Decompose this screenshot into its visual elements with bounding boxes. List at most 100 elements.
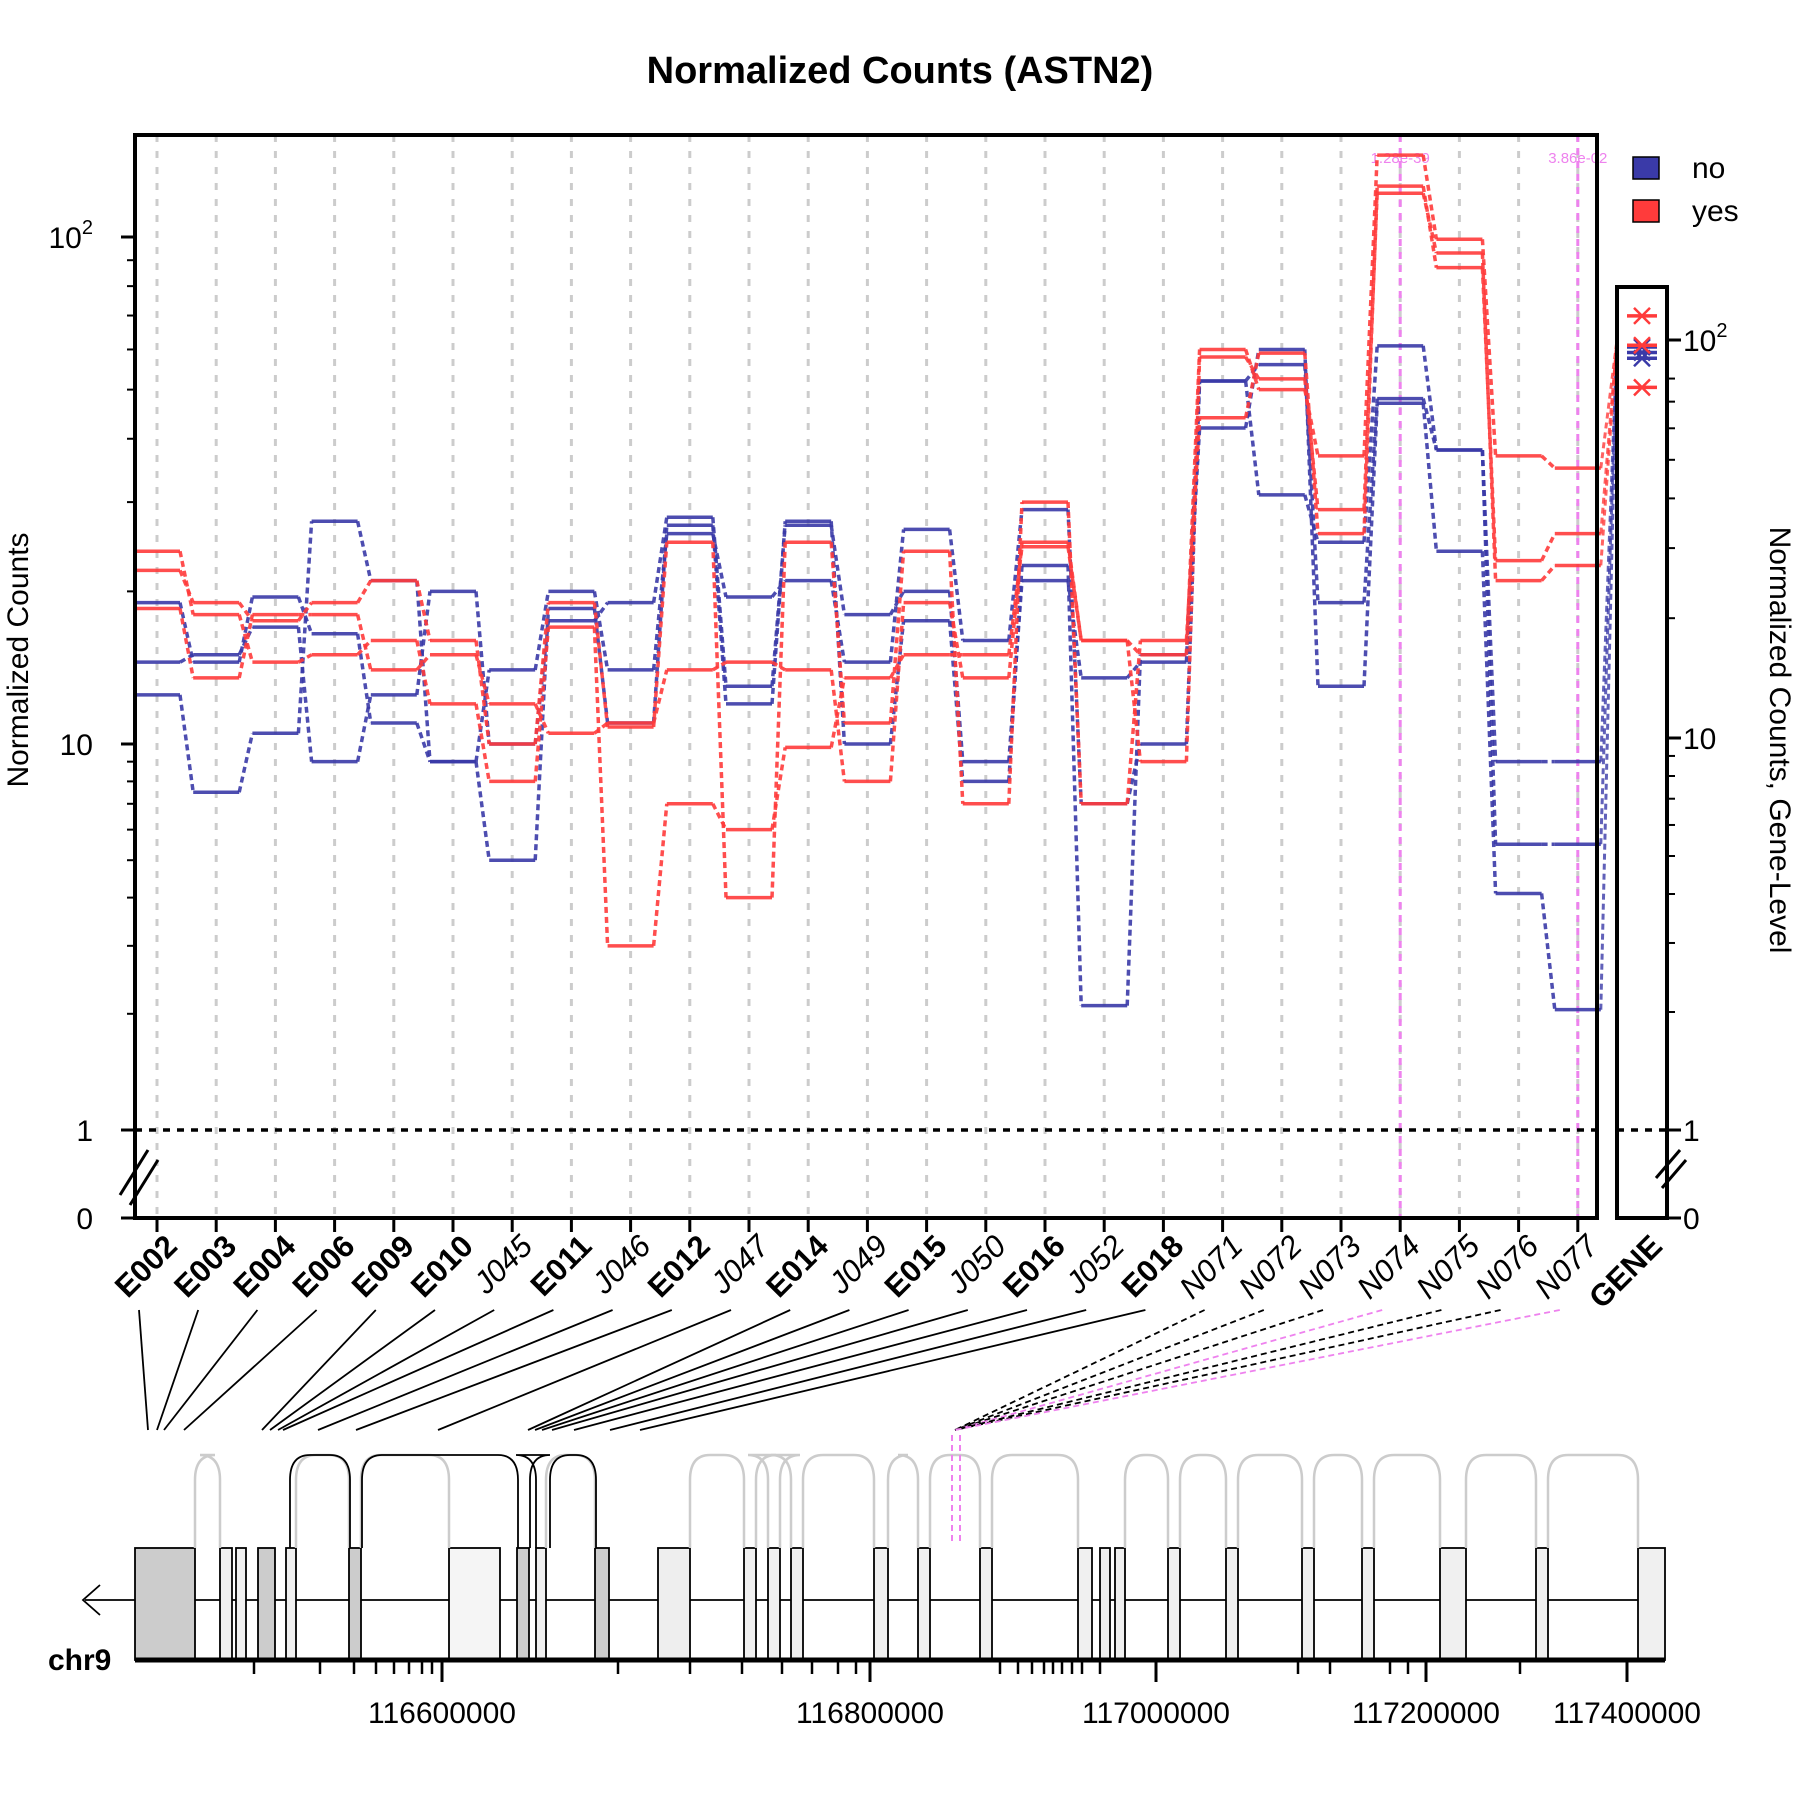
series-connector-yes [474,640,491,745]
feature-label-E015: E015 [878,1228,954,1304]
series-connector-no [178,694,195,793]
feature-label-N072: N072 [1232,1228,1309,1305]
series-connector-yes [947,551,965,804]
feature-label-N075: N075 [1409,1228,1487,1306]
splice-arc [1178,1453,1228,1548]
series-connector-no [296,521,314,734]
genome-tick-label: 116600000 [368,1697,516,1730]
splice-arc [1546,1453,1640,1548]
exon-box [594,1547,610,1661]
exon-box [743,1547,757,1661]
series-to-gene-no [1599,339,1619,1010]
series-connector-no [355,694,373,763]
pvalue-label: 1.28e-39 [1371,150,1430,167]
series-connector-no [474,669,491,762]
series-connector-yes [888,551,906,724]
y-tick-label: 10 [60,729,93,762]
chromosome-label: chr9 [48,1644,111,1677]
series-connector-no [296,626,314,762]
y-tick-label: 0 [76,1203,93,1236]
connector-J046 [317,1309,613,1431]
connector-J045 [277,1309,495,1431]
genome-tick-label: 117200000 [1352,1697,1500,1730]
series-connector-yes [1007,542,1024,679]
splice-arc [1236,1453,1304,1548]
series-connector-yes [356,579,373,604]
series-connector-no [355,520,373,582]
feature-label-E002: E002 [108,1228,184,1304]
series-connector-yes [474,654,491,705]
series-connector-no [1362,403,1379,687]
exon-box [219,1547,233,1661]
gene-axis-break [1654,1149,1682,1179]
series-connector-yes [297,653,313,664]
gene-panel-border [1615,285,1669,1220]
connector-J052 [609,1309,1087,1431]
feature-label-N076: N076 [1468,1228,1546,1306]
feature-label-N071: N071 [1172,1228,1249,1305]
gene-y-tick-label: 102 [1683,320,1728,358]
feature-label-E011: E011 [524,1228,599,1303]
feature-label-J046: J046 [585,1228,659,1302]
gene-y-tick-label: 1 [1683,1115,1700,1148]
series-connector-yes [1066,542,1083,641]
gene-structure-track: chr9 116600000 116800000 117000000 117200000… [48,1435,1701,1730]
series-connector-no [1125,654,1143,1006]
connector-E002 [138,1309,149,1431]
genome-tick-label: 116800000 [796,1697,944,1730]
connector-N071 [954,1309,1205,1431]
splice-arc [294,1453,351,1548]
axis-break [128,1159,160,1206]
series-connector-yes [1480,252,1498,581]
genome-tick-label: 117400000 [1553,1697,1701,1730]
exon-box [767,1547,781,1661]
splice-arc [770,1453,801,1548]
series-connector-yes [178,608,195,679]
series-connector-yes [1125,640,1143,762]
series-connector-yes [711,660,727,672]
series-connector-yes [1184,356,1202,762]
exon-box [1225,1547,1239,1661]
connector-N072 [954,1309,1265,1431]
splice-arc [747,1453,777,1548]
feature-label-E012: E012 [641,1228,717,1304]
series-connector-yes [1244,356,1261,380]
connector-E015 [541,1309,909,1431]
series-connector-no [711,517,728,687]
gene-level-mark-yes [1633,378,1651,397]
splice-arc [193,1453,222,1548]
connector-E012 [355,1309,673,1431]
series-connector-yes [651,669,669,724]
series-connector-yes [1007,502,1024,804]
exon-box [979,1547,993,1661]
series-connector-no [533,591,551,671]
splice-arc [928,1453,982,1548]
feature-label-N074: N074 [1350,1228,1427,1305]
y-axis-label: Normalized Counts [2,532,35,787]
connector-N076 [954,1309,1501,1431]
connector-E004 [163,1309,259,1431]
series-connector-yes [237,614,255,679]
series-connector-yes [592,602,610,728]
series-connector-yes [533,703,550,734]
gene-y-tick-label: 0 [1683,1203,1700,1236]
connector-J049 [534,1309,850,1431]
series-connector-yes [237,601,254,622]
series-connector-yes [1480,267,1498,561]
series-connector-no [651,517,669,603]
series-to-gene-yes [1599,339,1619,566]
connector-E011 [282,1309,554,1431]
exon-box [1439,1547,1467,1661]
feature-label-E016: E016 [996,1228,1072,1304]
exon-box [1637,1547,1666,1661]
genome-tick-label: 117000000 [1082,1697,1230,1730]
series-lines [134,153,1619,1012]
series-connector-no [770,579,787,599]
series-connector-yes [356,639,373,656]
y-axis: 0 1 10 102 [49,217,160,1236]
series-connector-yes [474,703,491,782]
series-connector-no [1066,580,1083,679]
series-connector-no [1480,551,1498,894]
series-connector-no [533,608,551,861]
feature-label-E003: E003 [167,1228,243,1304]
